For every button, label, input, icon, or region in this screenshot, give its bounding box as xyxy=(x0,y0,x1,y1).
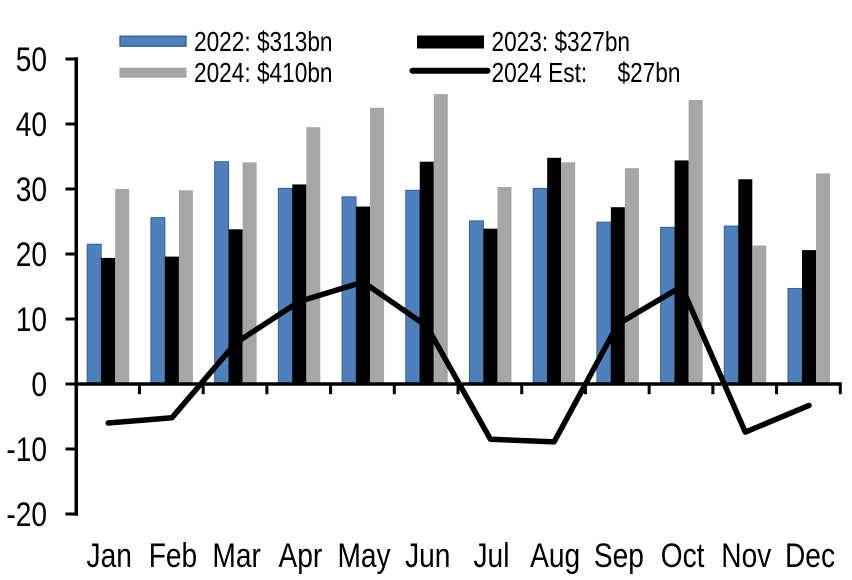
svg-text:Dec: Dec xyxy=(785,536,835,574)
svg-text:Jul: Jul xyxy=(473,536,509,574)
svg-text:0: 0 xyxy=(31,365,47,403)
svg-text:-10: -10 xyxy=(6,430,47,468)
svg-text:May: May xyxy=(337,536,390,574)
svg-text:Apr: Apr xyxy=(278,536,322,574)
svg-text:Jan: Jan xyxy=(87,536,132,574)
svg-text:Aug: Aug xyxy=(530,536,580,574)
svg-text:20: 20 xyxy=(16,235,47,273)
svg-text:30: 30 xyxy=(16,170,47,208)
svg-text:10: 10 xyxy=(16,300,47,338)
svg-text:$27bn: $27bn xyxy=(618,58,681,89)
svg-text:Nov: Nov xyxy=(721,536,771,574)
svg-text:2022: $313bn: 2022: $313bn xyxy=(194,27,333,58)
svg-text:2023: $327bn: 2023: $327bn xyxy=(492,27,631,58)
svg-text:Jun: Jun xyxy=(405,536,450,574)
svg-text:Oct: Oct xyxy=(661,536,705,574)
svg-text:50: 50 xyxy=(16,40,47,78)
svg-text:Mar: Mar xyxy=(212,536,260,574)
svg-text:-20: -20 xyxy=(6,495,47,533)
svg-text:Feb: Feb xyxy=(149,536,197,574)
svg-text:Sep: Sep xyxy=(594,536,644,574)
svg-text:2024: $410bn: 2024: $410bn xyxy=(194,58,333,89)
svg-text:2024 Est:: 2024 Est: xyxy=(492,58,588,89)
svg-text:40: 40 xyxy=(16,105,47,143)
